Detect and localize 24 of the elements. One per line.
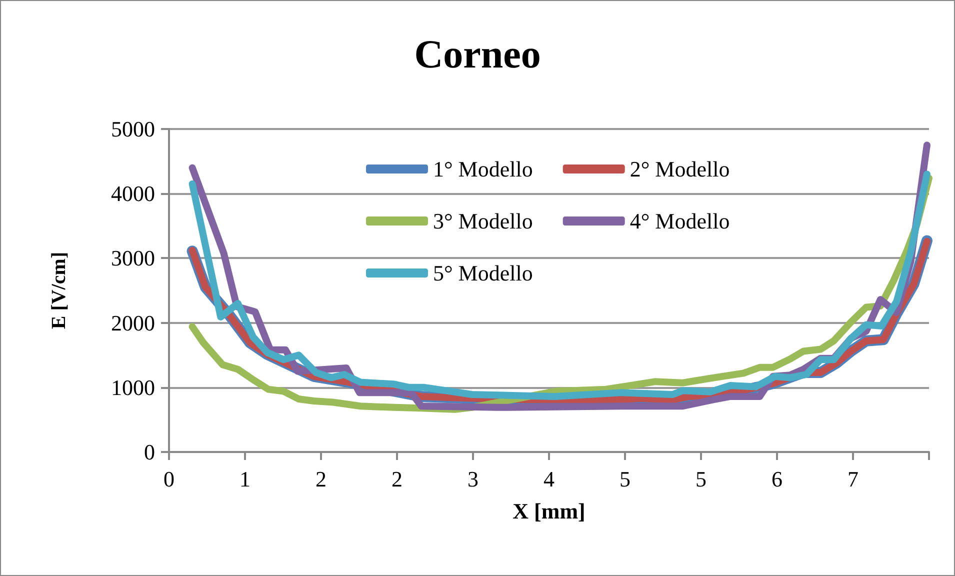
x-tick-label: 7 [848, 466, 858, 492]
y-tick-label: 0 [144, 440, 155, 464]
legend-label: 4° Modello [630, 208, 730, 234]
y-axis-title: E [V/cm] [48, 252, 70, 330]
legend-label: 5° Modello [433, 260, 533, 286]
legend-label: 1° Modello [433, 156, 533, 182]
x-tick-label: 4 [544, 466, 554, 492]
x-tick-label: 6 [772, 466, 782, 492]
x-tick-label: 5 [696, 466, 706, 492]
chart-title: Corneo [414, 32, 541, 76]
x-tick-label: 2 [316, 466, 326, 492]
y-tick-label: 5000 [111, 116, 155, 142]
y-tick-label: 2000 [111, 310, 155, 336]
legend-label: 3° Modello [433, 208, 533, 234]
y-tick-label: 3000 [111, 246, 155, 271]
x-tick-label: 1 [240, 466, 250, 492]
legend-label: 2° Modello [630, 156, 730, 182]
y-tick-label: 1000 [111, 374, 155, 400]
y-tick-label: 4000 [111, 181, 155, 206]
x-axis-title: X [mm] [512, 498, 586, 524]
x-tick-label: 5 [620, 466, 630, 492]
x-tick-label: 0 [164, 466, 174, 492]
x-tick-label: 2 [392, 466, 402, 492]
x-tick-label: 3 [468, 466, 478, 492]
